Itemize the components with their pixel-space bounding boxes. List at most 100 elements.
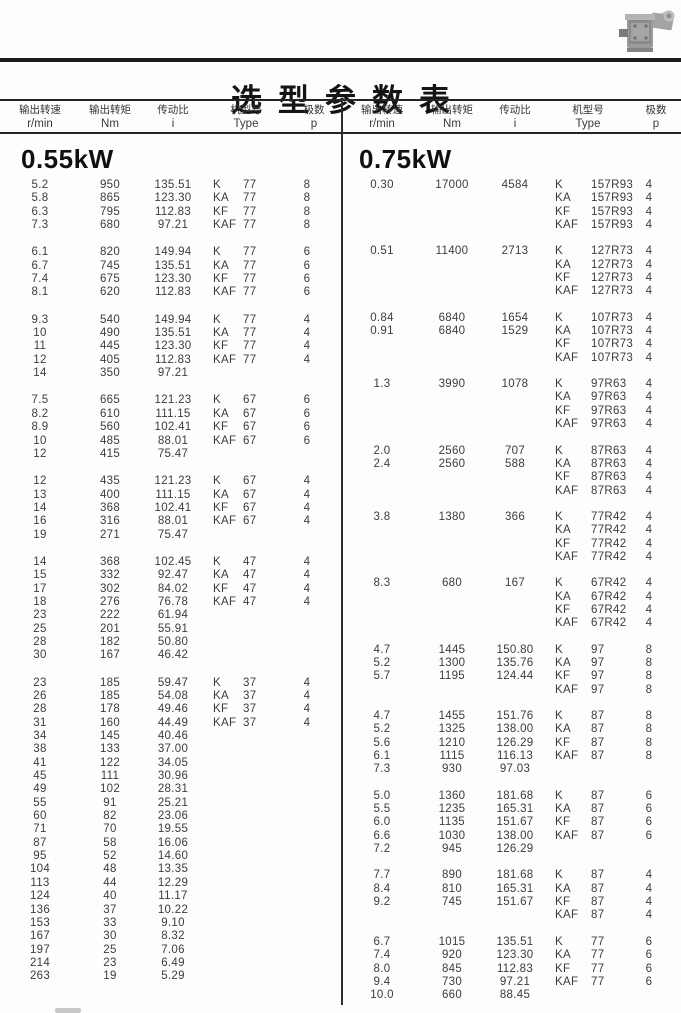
cell-poles: 4 xyxy=(303,676,311,689)
table-section-075kw: 0.75kW 0.30 17000 4584 K 157R93 4 KA 157R93 4 KF 1… xyxy=(342,134,681,1003)
cell-output-speed: 6.1 xyxy=(31,246,49,259)
cell-output-speed: 5.6 xyxy=(373,736,391,749)
cell-output-speed: 10.0 xyxy=(370,989,394,1002)
cell-ratio: 76.78 xyxy=(157,595,189,608)
cell-output-speed: 45 xyxy=(33,770,47,783)
cell-output-speed xyxy=(342,418,422,431)
col-header-type: 机型号 Type xyxy=(206,103,286,131)
cell-ratio: 112.83 xyxy=(154,353,192,366)
cell-output-torque: 185 xyxy=(99,676,121,689)
cell-ratio: 102.41 xyxy=(154,501,192,514)
table-row: 5.5 1235 165.31 KA 87 6 xyxy=(342,803,681,816)
cell-poles xyxy=(286,757,342,770)
cell-poles: 4 xyxy=(303,515,311,528)
table-row: 18 276 76.78 KAF 47 4 xyxy=(0,596,342,609)
cell-type-prefix: KF xyxy=(555,537,571,550)
cell-type-prefix: K xyxy=(555,710,563,722)
cell-output-speed: 14 xyxy=(33,367,47,380)
cell-poles xyxy=(286,957,342,970)
cell-output-speed: 25 xyxy=(33,622,47,635)
cell-poles: 4 xyxy=(645,577,653,590)
cell-output-speed: 104 xyxy=(29,863,51,876)
cell-ratio: 97.03 xyxy=(499,763,531,776)
cell-poles: 4 xyxy=(645,896,653,909)
cell-type-prefix: KAF xyxy=(213,595,237,608)
cell-type-prefix: K xyxy=(213,394,221,407)
cell-type-prefix xyxy=(206,917,240,930)
cell-type-prefix: K xyxy=(555,245,563,258)
table-row: 10.0 660 88.45 xyxy=(342,989,681,1002)
cell-poles xyxy=(628,843,681,856)
cell-type-prefix: KAF xyxy=(213,353,237,366)
cell-type-prefix xyxy=(206,823,240,836)
cell-type-prefix xyxy=(206,810,240,823)
cell-type-prefix: K xyxy=(213,475,221,488)
cell-type-size: 77 xyxy=(243,327,257,340)
cell-ratio: 165.31 xyxy=(496,882,534,895)
cell-ratio: 11.17 xyxy=(158,890,188,903)
col-header-ratio: 传动比 i xyxy=(482,103,548,131)
cell-output-torque: 1210 xyxy=(438,736,466,749)
cell-type-size: 127R73 xyxy=(591,285,634,298)
cell-output-torque: 445 xyxy=(99,340,121,353)
table-row: 263 19 5.29 xyxy=(0,970,342,983)
cell-type-prefix xyxy=(206,770,240,783)
cell-type-size: 97 xyxy=(591,683,605,696)
table-row: 14 368 102.45 K 47 4 xyxy=(0,556,342,569)
cell-type-size: 67R42 xyxy=(591,603,627,616)
cell-poles xyxy=(286,810,342,823)
output-speed-label: 输出转速 xyxy=(361,104,403,116)
cell-output-speed: 13 xyxy=(33,488,47,501)
cell-type-prefix: KAF xyxy=(213,434,237,447)
cell-type-size xyxy=(240,837,286,850)
cell-output-speed: 38 xyxy=(33,743,47,756)
cell-type-prefix: KA xyxy=(555,457,571,470)
cell-ratio: 14.60 xyxy=(157,850,189,863)
table-row: 153 33 9.10 xyxy=(0,917,342,930)
table-row: 6.3 795 112.83 KF 77 8 xyxy=(0,206,342,219)
table-row: KF 77R42 4 xyxy=(342,538,681,551)
cell-ratio xyxy=(482,259,548,272)
cell-ratio: 37.00 xyxy=(157,743,189,756)
cell-poles: 4 xyxy=(303,690,311,702)
cell-output-speed: 8.0 xyxy=(373,962,391,975)
table-row: 23 222 61.94 xyxy=(0,609,342,622)
cell-poles: 4 xyxy=(645,285,653,298)
cell-output-torque xyxy=(422,285,482,298)
table-row: KA 157R93 4 xyxy=(342,192,681,205)
cell-output-speed xyxy=(342,206,422,219)
cell-type-size: 67 xyxy=(243,407,257,420)
table-row: 0.84 6840 1654 K 107R73 4 xyxy=(342,312,681,325)
cell-output-speed: 7.3 xyxy=(373,763,391,776)
table-row: 5.7 1195 124.44 KF 97 8 xyxy=(342,670,681,683)
col-header-type: 机型号 Type xyxy=(548,103,628,131)
cell-output-speed: 5.8 xyxy=(31,192,49,205)
cell-output-torque: 6840 xyxy=(438,311,466,324)
table-row: 13 400 111.15 KA 67 4 xyxy=(0,489,342,502)
cell-poles: 8 xyxy=(645,723,653,736)
cell-type-size: 77 xyxy=(591,935,605,948)
cell-type-size: 47 xyxy=(243,595,257,608)
cell-ratio: 126.29 xyxy=(496,736,534,749)
cell-type-prefix: K xyxy=(555,378,563,391)
cell-type-prefix: KF xyxy=(555,603,571,616)
poles-label: 极数 xyxy=(645,104,667,116)
cell-type-size xyxy=(240,636,286,649)
cell-poles xyxy=(286,863,342,876)
cell-type-prefix: KA xyxy=(213,569,229,582)
cell-type-size: 87 xyxy=(591,869,605,882)
cell-output-speed: 124 xyxy=(29,890,51,903)
cell-poles xyxy=(286,877,342,890)
table-row: KAF 97 8 xyxy=(342,684,681,697)
cell-output-torque: 70 xyxy=(103,823,117,836)
cell-output-speed: 6.7 xyxy=(373,935,391,948)
cell-output-torque: 665 xyxy=(99,394,121,407)
output-speed-unit: r/min xyxy=(27,118,53,130)
cell-output-torque: 23 xyxy=(103,956,117,969)
cell-output-speed xyxy=(342,684,422,697)
cell-ratio: 55.91 xyxy=(157,622,189,635)
cell-output-torque: 1445 xyxy=(438,643,466,656)
cell-output-torque: 17000 xyxy=(435,179,469,191)
cell-type-prefix: KA xyxy=(555,949,571,962)
cell-poles xyxy=(286,930,342,943)
